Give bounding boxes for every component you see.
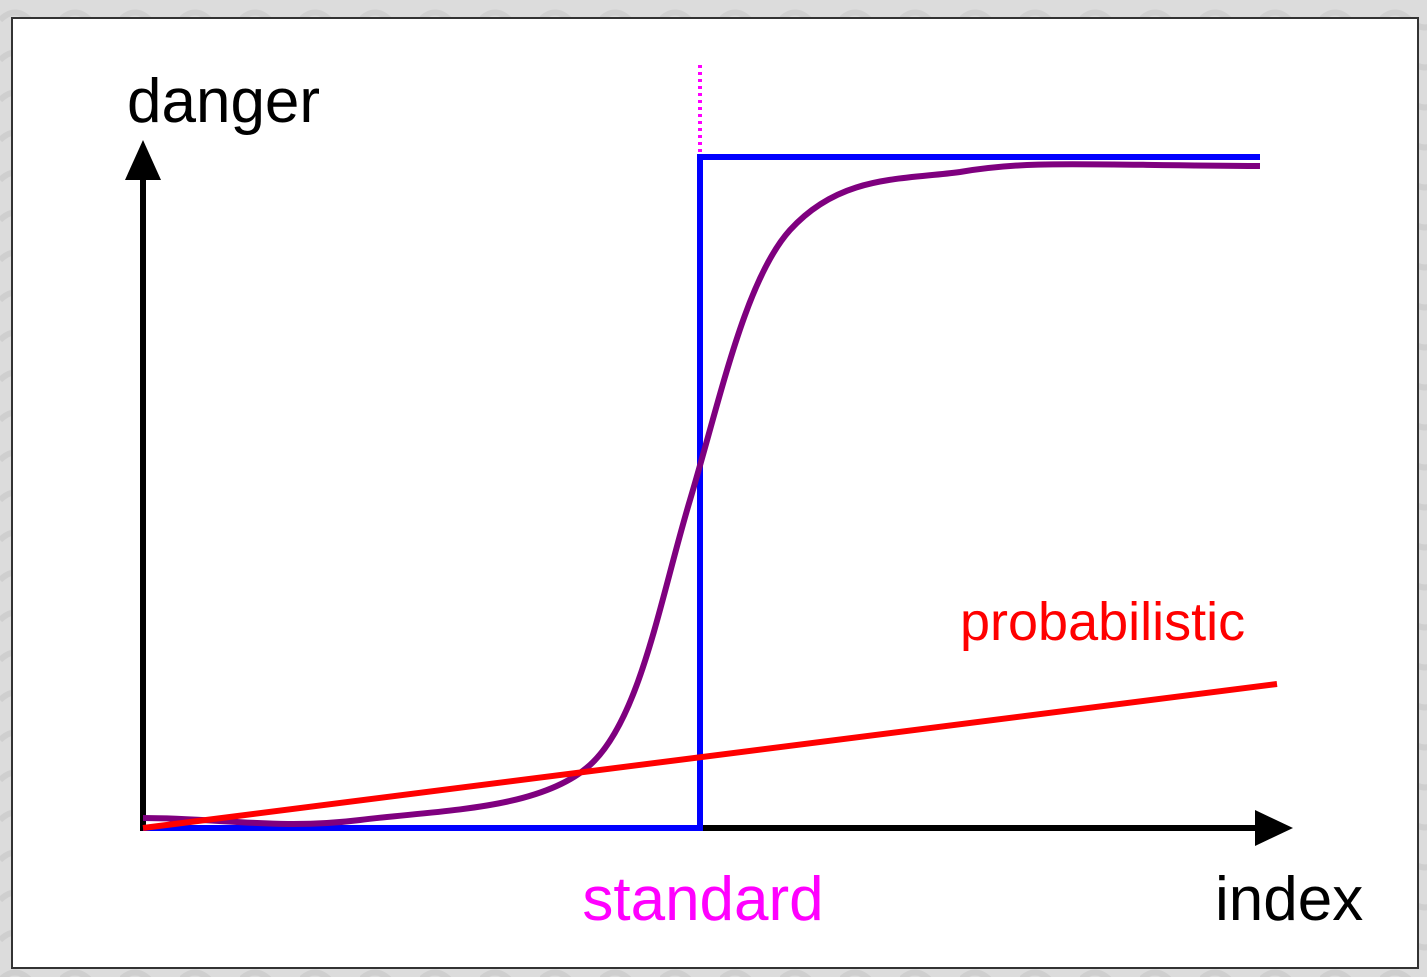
step-curve: [143, 154, 1260, 831]
y-axis-label: danger: [127, 67, 320, 136]
panel: [11, 17, 1419, 969]
linear-curve: [142, 681, 1278, 831]
standard-label: standard: [582, 865, 823, 934]
y-arrow: [125, 140, 161, 180]
x-arrow: [1255, 810, 1293, 846]
sigmoid-curve: [142, 161, 1261, 827]
probabilistic-label: probabilistic: [960, 592, 1245, 652]
x-axis-label: index: [1215, 865, 1363, 934]
